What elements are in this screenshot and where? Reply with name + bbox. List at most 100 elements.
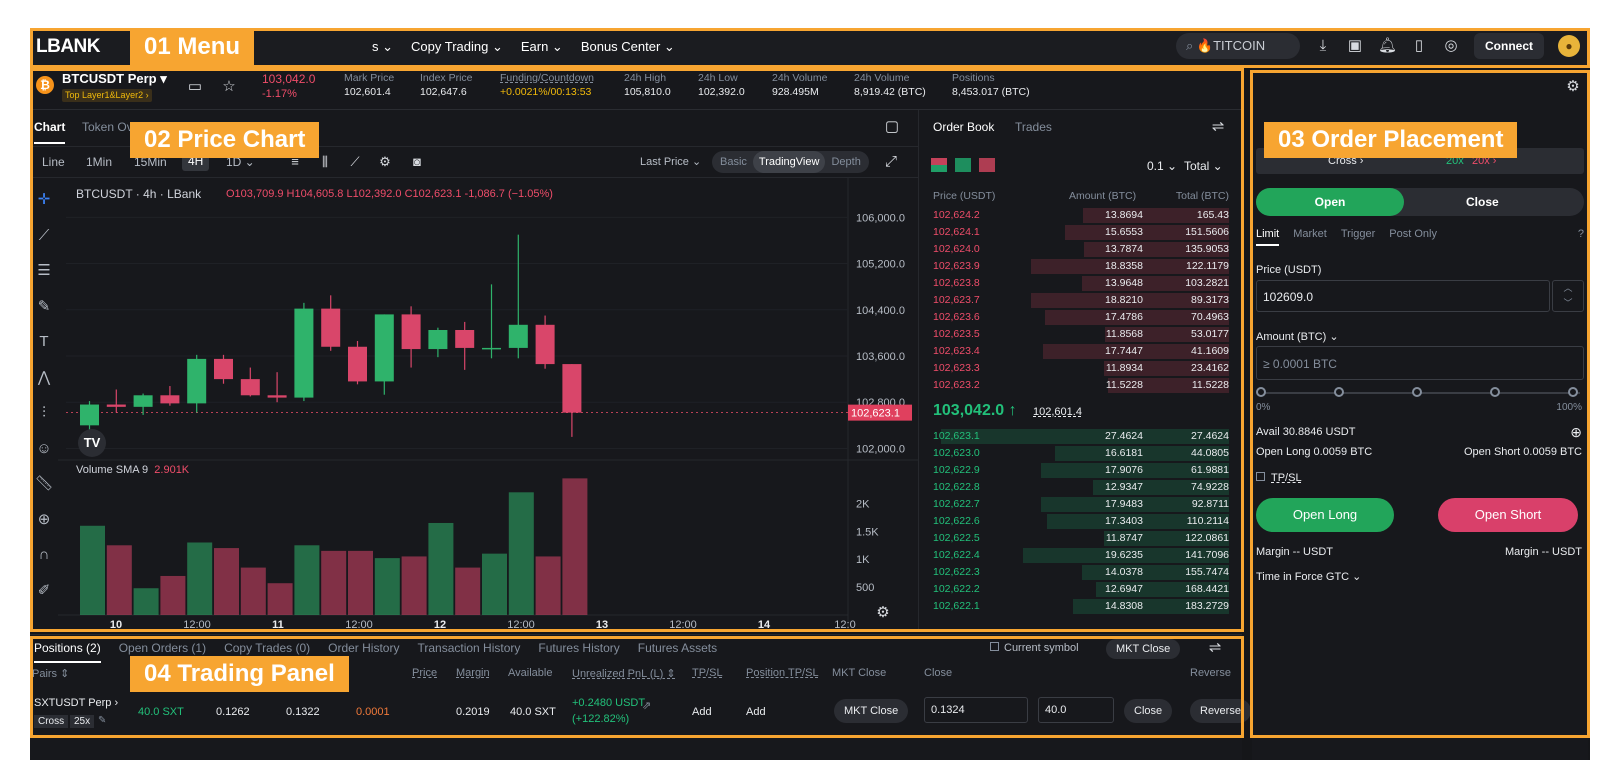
leverage-short[interactable]: 20x › <box>1472 155 1497 167</box>
help-icon[interactable]: ? <box>1577 228 1584 240</box>
tab-chart[interactable]: Chart <box>34 120 66 144</box>
ruler-icon[interactable]: 📏︎ <box>34 475 54 492</box>
book-row[interactable]: 102,623.7 18.8210 89.3173 <box>919 292 1243 309</box>
mkt-close-button[interactable]: MKT Close <box>834 699 909 723</box>
chevron-down-icon[interactable]: ﹀ <box>1563 298 1573 308</box>
measure-icon[interactable]: ⫶ <box>42 404 46 421</box>
text-icon[interactable]: T <box>39 333 49 350</box>
view-tradingview[interactable]: TradingView <box>752 151 826 173</box>
margin-mode-select[interactable]: Cross › <box>1328 155 1364 167</box>
order-type-market[interactable]: Market <box>1293 228 1327 240</box>
search-input[interactable]: ⌕ 🔥TITCOIN <box>1176 33 1300 59</box>
book-row[interactable]: 102,624.2 13.8694 165.43 <box>919 207 1243 224</box>
book-row[interactable]: 102,622.1 14.8308 183.2729 <box>919 598 1243 615</box>
avatar[interactable]: ● <box>1558 35 1580 57</box>
tab-token-overview[interactable]: Token Ov <box>82 120 133 134</box>
chart-settings-icon[interactable]: ⚙ <box>876 604 890 621</box>
book-row[interactable]: 102,623.4 17.7447 41.1609 <box>919 343 1243 360</box>
book-row[interactable]: 102,622.8 12.9347 74.9228 <box>919 479 1243 496</box>
close-price-input[interactable]: 0.1324 <box>924 697 1028 723</box>
download-icon[interactable]: ⤓ <box>1319 37 1327 54</box>
interval-1d[interactable]: 1D ⌄ <box>226 155 255 169</box>
book-row[interactable]: 102,622.2 12.6947 168.4421 <box>919 581 1243 598</box>
nav-item-copy-trading[interactable]: Copy Trading ⌄ <box>411 39 503 54</box>
book-row[interactable]: 102,622.9 17.9076 61.9881 <box>919 462 1243 479</box>
book-row[interactable]: 102,623.6 17.4786 70.4963 <box>919 309 1243 326</box>
book-row[interactable]: 102,623.3 11.8934 23.4162 <box>919 360 1243 377</box>
slider-stop[interactable] <box>1490 387 1500 397</box>
open-long-button[interactable]: Open Long <box>1256 498 1394 532</box>
tab-copy-trades[interactable]: Copy Trades (0) <box>224 641 311 655</box>
tab-open[interactable]: Open <box>1256 188 1404 216</box>
close-position-button[interactable]: Close <box>1124 699 1173 723</box>
wallet-icon[interactable]: ▣ <box>1347 37 1363 54</box>
tradingview-logo[interactable]: TV <box>78 429 106 457</box>
connect-button[interactable]: Connect <box>1474 33 1544 59</box>
time-in-force-select[interactable]: Time in Force GTC ⌄ <box>1256 571 1362 583</box>
chevron-up-icon[interactable]: ︿ <box>1563 283 1573 293</box>
reverse-position-button[interactable]: Reverse <box>1190 699 1251 723</box>
book-row[interactable]: 102,622.3 14.0378 155.7474 <box>919 564 1243 581</box>
book-row[interactable]: 102,623.0 16.6181 44.0805 <box>919 445 1243 462</box>
pair-selector[interactable]: BTCUSDT Perp ▾ <box>62 71 167 86</box>
book-row[interactable]: 102,623.9 18.8358 122.1179 <box>919 258 1243 275</box>
tab-transaction-history[interactable]: Transaction History <box>417 641 521 655</box>
logo[interactable]: LBANK <box>36 36 101 57</box>
camera-icon[interactable]: ◙ <box>413 154 421 169</box>
nav-item-earn[interactable]: Earn ⌄ <box>520 39 563 54</box>
view-both-icon[interactable] <box>931 158 947 172</box>
amount-input[interactable]: ≥ 0.0001 BTC <box>1256 346 1584 380</box>
view-asks-icon[interactable] <box>979 158 995 172</box>
funding-countdown[interactable]: Funding/Countdown +0.0021%/00:13:53 <box>500 72 594 98</box>
add-funds-icon[interactable]: ⊕ <box>1570 424 1582 440</box>
order-type-trigger[interactable]: Trigger <box>1340 228 1376 240</box>
slider-stop[interactable] <box>1412 387 1422 397</box>
settings-icon[interactable]: ⚙ <box>379 154 391 169</box>
col-pairs[interactable]: Pairs ⇕ <box>32 668 70 680</box>
open-short-button[interactable]: Open Short <box>1438 498 1578 532</box>
fullscreen-icon[interactable]: ▢ <box>884 118 900 135</box>
book-row[interactable]: 102,622.4 19.6235 141.7096 <box>919 547 1243 564</box>
add-tpsl-link[interactable]: Add <box>692 706 712 718</box>
order-settings-icon[interactable]: ⚙ <box>1566 78 1580 95</box>
book-row[interactable]: 102,624.0 13.7874 135.9053 <box>919 241 1243 258</box>
interval-line[interactable]: Line <box>42 155 65 169</box>
price-stepper[interactable]: ︿ ﹀ <box>1552 280 1584 312</box>
position-leverage[interactable]: 25x <box>70 715 95 728</box>
compare-icon[interactable]: ⟋ <box>350 154 360 169</box>
tab-close[interactable]: Close <box>1466 195 1499 209</box>
book-row[interactable]: 102,622.7 17.9483 92.8711 <box>919 496 1243 513</box>
nav-item-bonus-center[interactable]: Bonus Center ⌄ <box>580 39 675 54</box>
position-pair[interactable]: SXTUSDT Perp › <box>34 697 119 709</box>
book-row[interactable]: 102,622.6 17.3403 110.2114 <box>919 513 1243 530</box>
add-position-tpsl-link[interactable]: Add <box>746 706 766 718</box>
order-type-limit[interactable]: Limit <box>1256 228 1280 246</box>
fib-icon[interactable]: ☰ <box>37 262 51 279</box>
indicators-icon[interactable]: ≡ <box>291 154 299 169</box>
emoji-icon[interactable]: ☺ <box>36 439 52 457</box>
globe-icon[interactable]: ◎ <box>1444 37 1458 54</box>
amount-label[interactable]: Amount (BTC) ⌄ <box>1256 331 1339 343</box>
app-download-icon[interactable]: ▯ <box>1414 37 1424 54</box>
slider-stop[interactable] <box>1334 387 1344 397</box>
tick-size-select[interactable]: 0.1 ⌄ <box>1147 159 1178 173</box>
book-row[interactable]: 102,623.1 27.4624 27.4624 <box>919 428 1243 445</box>
brush-icon[interactable]: ✎ <box>37 297 51 315</box>
candlestick-chart[interactable]: 106,000.0 105,200.0 104,400.0 103,600.0 102,… <box>30 110 918 630</box>
book-row[interactable]: 102,623.2 11.5228 11.5228 <box>919 377 1243 394</box>
tab-futures-assets[interactable]: Futures Assets <box>637 641 718 655</box>
book-settings-icon[interactable]: ⇌ <box>1211 118 1225 135</box>
tab-trades[interactable]: Trades <box>1015 120 1052 134</box>
total-select[interactable]: Total ⌄ <box>1184 159 1223 173</box>
tab-futures-history[interactable]: Futures History <box>538 641 620 655</box>
candle-style-icon[interactable]: ⫼ <box>322 154 328 169</box>
col-unrealized-pnl[interactable]: Unrealized PnL (L) ⇕ <box>572 668 676 680</box>
book-row[interactable]: 102,622.5 11.8747 122.0861 <box>919 530 1243 547</box>
tab-open-orders[interactable]: Open Orders (1) <box>118 641 207 655</box>
edit-leverage-icon[interactable]: ✎ <box>98 715 107 726</box>
book-row[interactable]: 102,624.1 15.6553 151.5606 <box>919 224 1243 241</box>
interval-1min[interactable]: 1Min <box>86 155 113 169</box>
checkbox-box[interactable] <box>990 642 999 651</box>
tpsl-checkbox[interactable]: TP/SL <box>1256 472 1302 484</box>
tab-order-book[interactable]: Order Book <box>933 120 995 134</box>
